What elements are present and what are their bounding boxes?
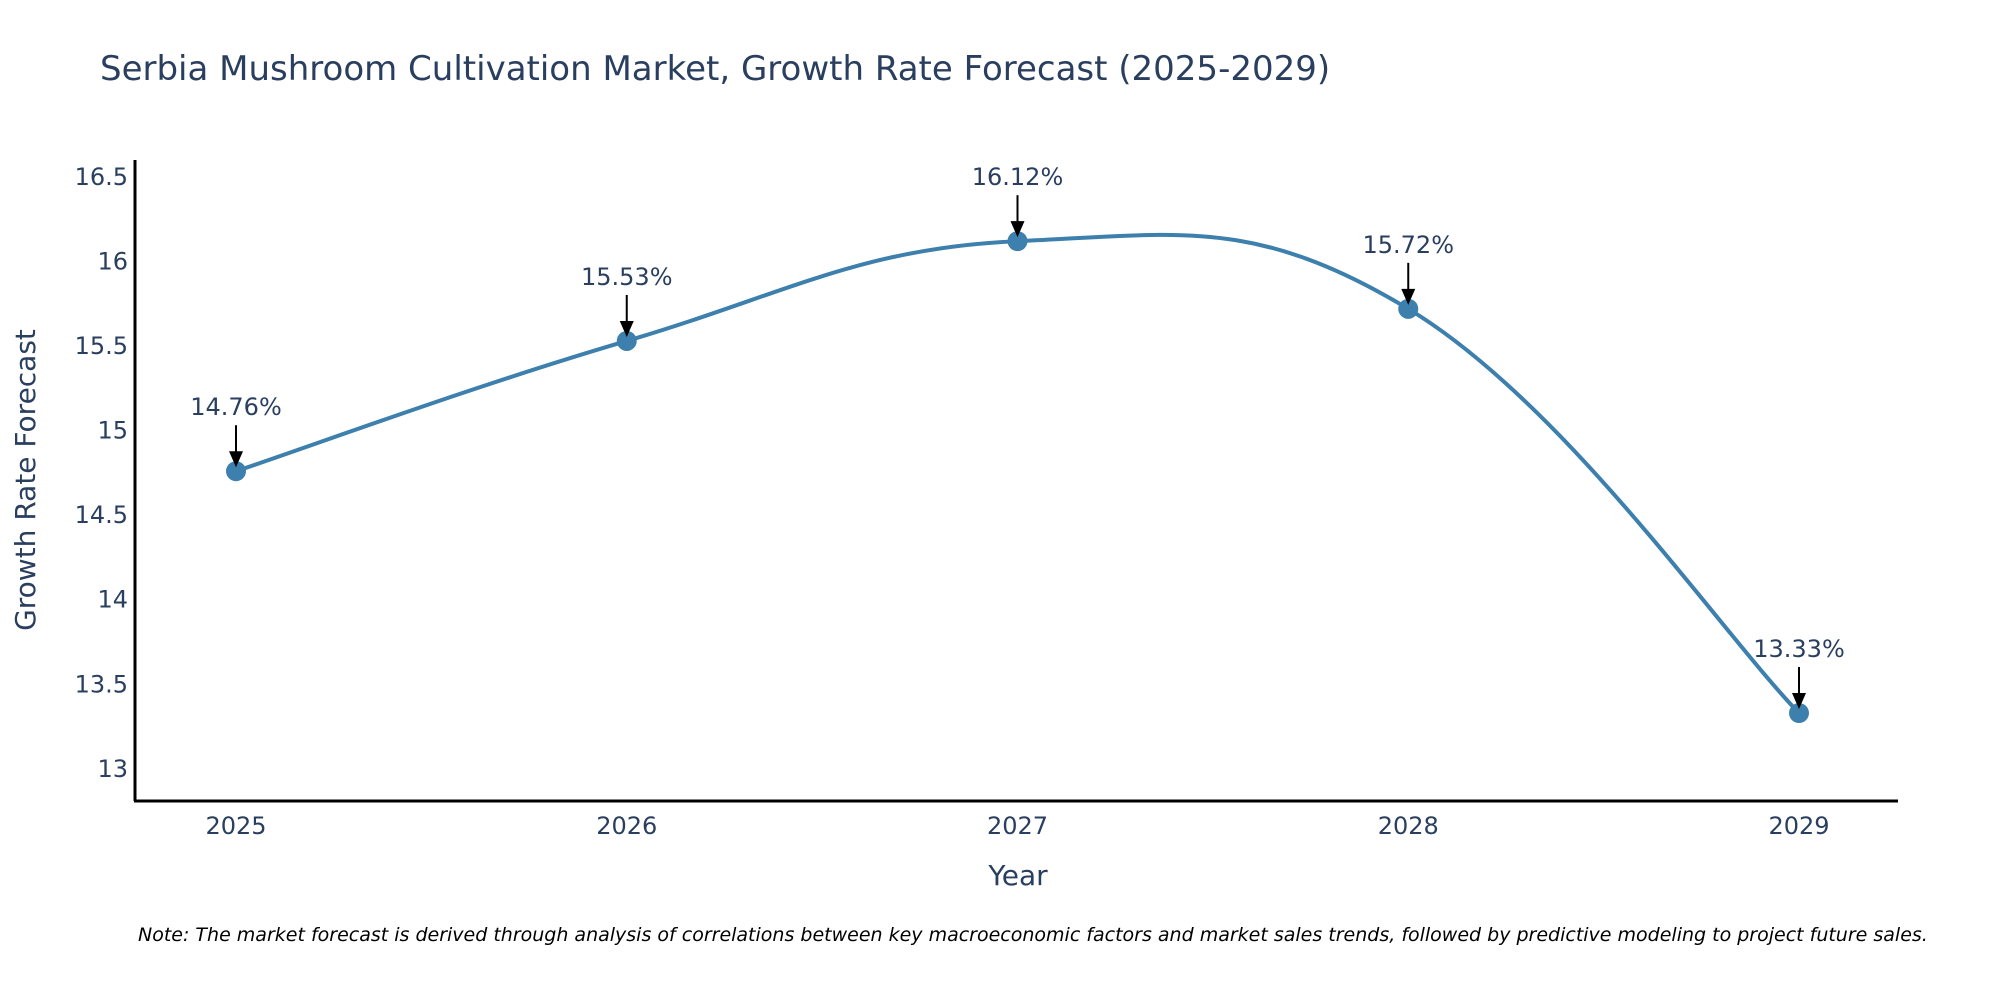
- data-label: 15.72%: [1362, 231, 1454, 259]
- x-axis-title: Year: [987, 859, 1048, 892]
- annotation-arrow-head: [619, 320, 634, 337]
- data-point: [226, 461, 246, 482]
- y-tick-label: 16.5: [75, 163, 128, 191]
- y-tick-label: 14: [97, 586, 128, 614]
- data-point: [616, 330, 637, 351]
- annotation-arrow-head: [1792, 693, 1806, 710]
- data-label: 14.76%: [190, 393, 282, 421]
- y-tick-label: 14.5: [75, 501, 128, 529]
- x-tick-label: 2029: [1768, 812, 1829, 840]
- y-tick-label: 16: [97, 247, 128, 275]
- chart-title: Serbia Mushroom Cultivation Market, Grow…: [100, 49, 1330, 89]
- y-axis-title: Growth Rate Forecast: [9, 329, 42, 631]
- y-tick-label: 13.5: [75, 670, 128, 698]
- series-line: [235, 232, 1801, 715]
- y-tick-label: 13: [97, 755, 128, 783]
- x-tick-label: 2025: [205, 812, 266, 840]
- x-tick-label: 2027: [987, 812, 1048, 840]
- data-annotations: 14.76% 15.53% 16.12% 15.72% 13.33%: [190, 163, 1845, 710]
- data-label: 16.12%: [972, 163, 1064, 191]
- data-point: [1789, 703, 1809, 724]
- data-point: [1398, 298, 1419, 319]
- annotation-arrow-head: [1010, 221, 1025, 238]
- x-axis-ticks: 2025 2026 2027 2028 2029: [205, 812, 1829, 840]
- x-tick-label: 2028: [1378, 812, 1439, 840]
- data-label: 15.53%: [581, 263, 673, 291]
- data-label: 13.33%: [1753, 635, 1845, 663]
- annotation-arrow-head: [1401, 288, 1416, 305]
- x-tick-label: 2026: [596, 812, 657, 840]
- footnote: Note: The market forecast is derived thr…: [138, 924, 1928, 946]
- y-tick-label: 15: [97, 417, 128, 445]
- annotation-arrow-head: [229, 451, 243, 468]
- y-tick-label: 15.5: [75, 332, 128, 360]
- data-markers: [226, 231, 1809, 724]
- y-axis-ticks: 13 13.5 14 14.5 15 15.5 16 16.5: [75, 163, 128, 783]
- data-point: [1007, 231, 1028, 252]
